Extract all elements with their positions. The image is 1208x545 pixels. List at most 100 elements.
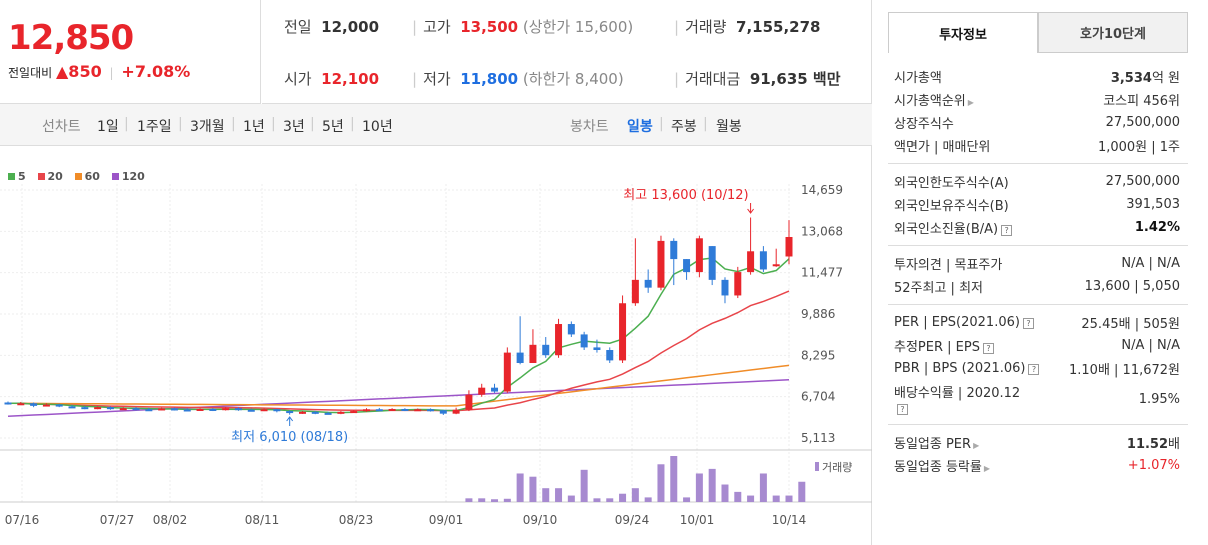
x-tick-label: 07/27 bbox=[100, 513, 135, 527]
period-selector: 선차트 1일 | 1주일 | 3개월 | 1년 | 3년 | 5년 | 10년 … bbox=[0, 104, 872, 146]
x-tick-label: 07/16 bbox=[5, 513, 40, 527]
volume-legend-swatch bbox=[815, 462, 819, 471]
price-chart: 14,659 13,068 11,477 9,886 8,295 6,704 5,113 07… bbox=[0, 183, 872, 527]
candle-body bbox=[772, 264, 780, 267]
info-group-foreign: 외국인한도주식수(A) 27,500,000 외국인보유주식수(B) 391,503… bbox=[888, 164, 1188, 246]
volume-bar bbox=[478, 498, 486, 502]
candle-body bbox=[273, 409, 281, 412]
candle-body bbox=[606, 350, 614, 361]
row-foreign-ratio: 외국인소진율(B/A)? 1.42% bbox=[894, 220, 1180, 237]
row-market-cap-rank: 시가총액순위 ▶ 코스피 456위 bbox=[894, 94, 1180, 109]
candle-body bbox=[619, 303, 627, 361]
volume-bar bbox=[785, 495, 793, 502]
row-est-per: 추정PER | EPS? N/A | N/A bbox=[894, 338, 1180, 355]
chart-panel: 12,850 전일대비 ▲850 | +7.08% 전일 12,000 | 고가 … bbox=[0, 0, 872, 545]
help-icon[interactable]: ? bbox=[1001, 225, 1013, 236]
candle-monthly[interactable]: 월봉 bbox=[716, 119, 742, 135]
info-group-market: 시가총액 3,534억 원 시가총액순위 ▶ 코스피 456위 상장주식수 27,500… bbox=[888, 53, 1188, 164]
stat-low: | 저가 11,800 (하한가 8,400) bbox=[412, 70, 624, 88]
candle-body bbox=[132, 408, 140, 411]
period-1d[interactable]: 1일 bbox=[97, 119, 119, 135]
candle-body bbox=[555, 324, 563, 356]
help-icon[interactable]: ? bbox=[897, 404, 908, 415]
x-tick-label: 10/01 bbox=[680, 513, 715, 527]
volume-bar bbox=[708, 468, 716, 502]
candle-body bbox=[337, 411, 345, 414]
candle-daily[interactable]: 일봉 bbox=[627, 119, 653, 135]
candle-body bbox=[414, 409, 422, 412]
stat-open: 시가 12,100 bbox=[284, 70, 380, 88]
ma-legend: 5 20 60 120 bbox=[8, 170, 153, 183]
candle-body bbox=[670, 240, 678, 260]
candle-body bbox=[196, 408, 204, 411]
candle-body bbox=[106, 407, 114, 410]
candle-weekly[interactable]: 주봉 bbox=[671, 119, 697, 135]
volume-bar bbox=[529, 476, 537, 502]
period-3y[interactable]: 3년 bbox=[283, 119, 305, 135]
candle-body bbox=[593, 347, 601, 351]
tab-orderbook[interactable]: 호가10단계 bbox=[1038, 12, 1188, 53]
candle-body bbox=[465, 394, 473, 410]
candle-body bbox=[734, 272, 742, 296]
volume-bar bbox=[580, 469, 588, 502]
row-listed-shares: 상장주식수 27,500,000 bbox=[894, 115, 1180, 132]
volume-label: 거래량 bbox=[822, 461, 852, 474]
y-tick-label: 8,295 bbox=[801, 348, 835, 362]
volume-bar bbox=[631, 488, 639, 502]
current-price: 12,850 bbox=[8, 18, 134, 58]
candle-body bbox=[158, 408, 166, 411]
annotation-low-arrowhead bbox=[286, 416, 294, 422]
period-10y[interactable]: 10년 bbox=[362, 119, 393, 135]
change-label: 전일대비 bbox=[8, 66, 53, 80]
info-group-sector: 동일업종 PER ▶ 11.52배 동일업종 등락률 ▶ +1.07% bbox=[888, 425, 1188, 483]
row-foreign-hold: 외국인보유주식수(B) 391,503 bbox=[894, 197, 1180, 214]
ma5-line bbox=[8, 257, 790, 414]
y-tick-label: 9,886 bbox=[801, 307, 835, 321]
candle-body bbox=[529, 344, 537, 363]
candle-body bbox=[695, 238, 703, 273]
volume-bar bbox=[772, 495, 780, 502]
price-change: 전일대비 ▲850 | +7.08% bbox=[8, 62, 191, 81]
info-group-opinion: 투자의견 | 목표주가 N/A | N/A 52주최고 | 최저 13,600 | … bbox=[888, 246, 1188, 305]
volume-bar bbox=[734, 491, 742, 502]
volume-bar bbox=[747, 495, 755, 502]
candle-body bbox=[439, 410, 447, 414]
volume-bar bbox=[465, 498, 473, 502]
help-icon[interactable]: ? bbox=[1028, 364, 1040, 375]
row-pbr: PBR | BPS (2021.06)? 1.10배 | 11,672원 bbox=[894, 361, 1180, 378]
price-box: 12,850 전일대비 ▲850 | +7.08% bbox=[0, 0, 261, 104]
candle-body bbox=[401, 408, 409, 411]
period-5y[interactable]: 5년 bbox=[322, 119, 344, 135]
candle-chart-label: 봉차트 bbox=[570, 119, 609, 135]
row-dividend: 배당수익률 | 2020.12? 1.95% bbox=[894, 386, 1180, 415]
stat-high: | 고가 13,500 (상한가 15,600) bbox=[412, 18, 634, 36]
candle-body bbox=[708, 246, 716, 280]
volume-bar bbox=[657, 464, 665, 502]
candle-body bbox=[631, 279, 639, 304]
y-tick-label: 11,477 bbox=[801, 266, 843, 280]
line-chart-label: 선차트 bbox=[42, 119, 81, 135]
stat-volume: | 거래량 7,155,278 bbox=[674, 18, 821, 36]
period-3m[interactable]: 3개월 bbox=[190, 119, 225, 135]
candle-body bbox=[721, 279, 729, 296]
annotation-high: 최고 13,600 (10/12) bbox=[623, 188, 748, 203]
candle-body bbox=[145, 409, 153, 412]
tab-investment-info[interactable]: 투자정보 bbox=[888, 12, 1038, 53]
candle-body bbox=[657, 240, 665, 288]
period-1y[interactable]: 1년 bbox=[243, 119, 265, 135]
period-1w[interactable]: 1주일 bbox=[137, 119, 172, 135]
candle-body bbox=[324, 412, 332, 415]
candle-body bbox=[311, 411, 319, 414]
candle-body bbox=[260, 409, 268, 412]
annotation-high-arrowhead bbox=[747, 208, 754, 214]
row-sector-per: 동일업종 PER ▶ 11.52배 bbox=[894, 437, 1180, 452]
volume-bar bbox=[606, 498, 614, 502]
help-icon[interactable]: ? bbox=[1022, 318, 1034, 329]
help-icon[interactable]: ? bbox=[982, 343, 994, 354]
info-group-valuation: PER | EPS(2021.06)? 25.45배 | 505원 추정PER |… bbox=[888, 305, 1188, 425]
volume-bar bbox=[619, 493, 627, 502]
candle-body bbox=[542, 344, 550, 356]
candle-body bbox=[81, 407, 89, 410]
candle-body bbox=[350, 411, 358, 414]
volume-bar bbox=[670, 456, 678, 502]
